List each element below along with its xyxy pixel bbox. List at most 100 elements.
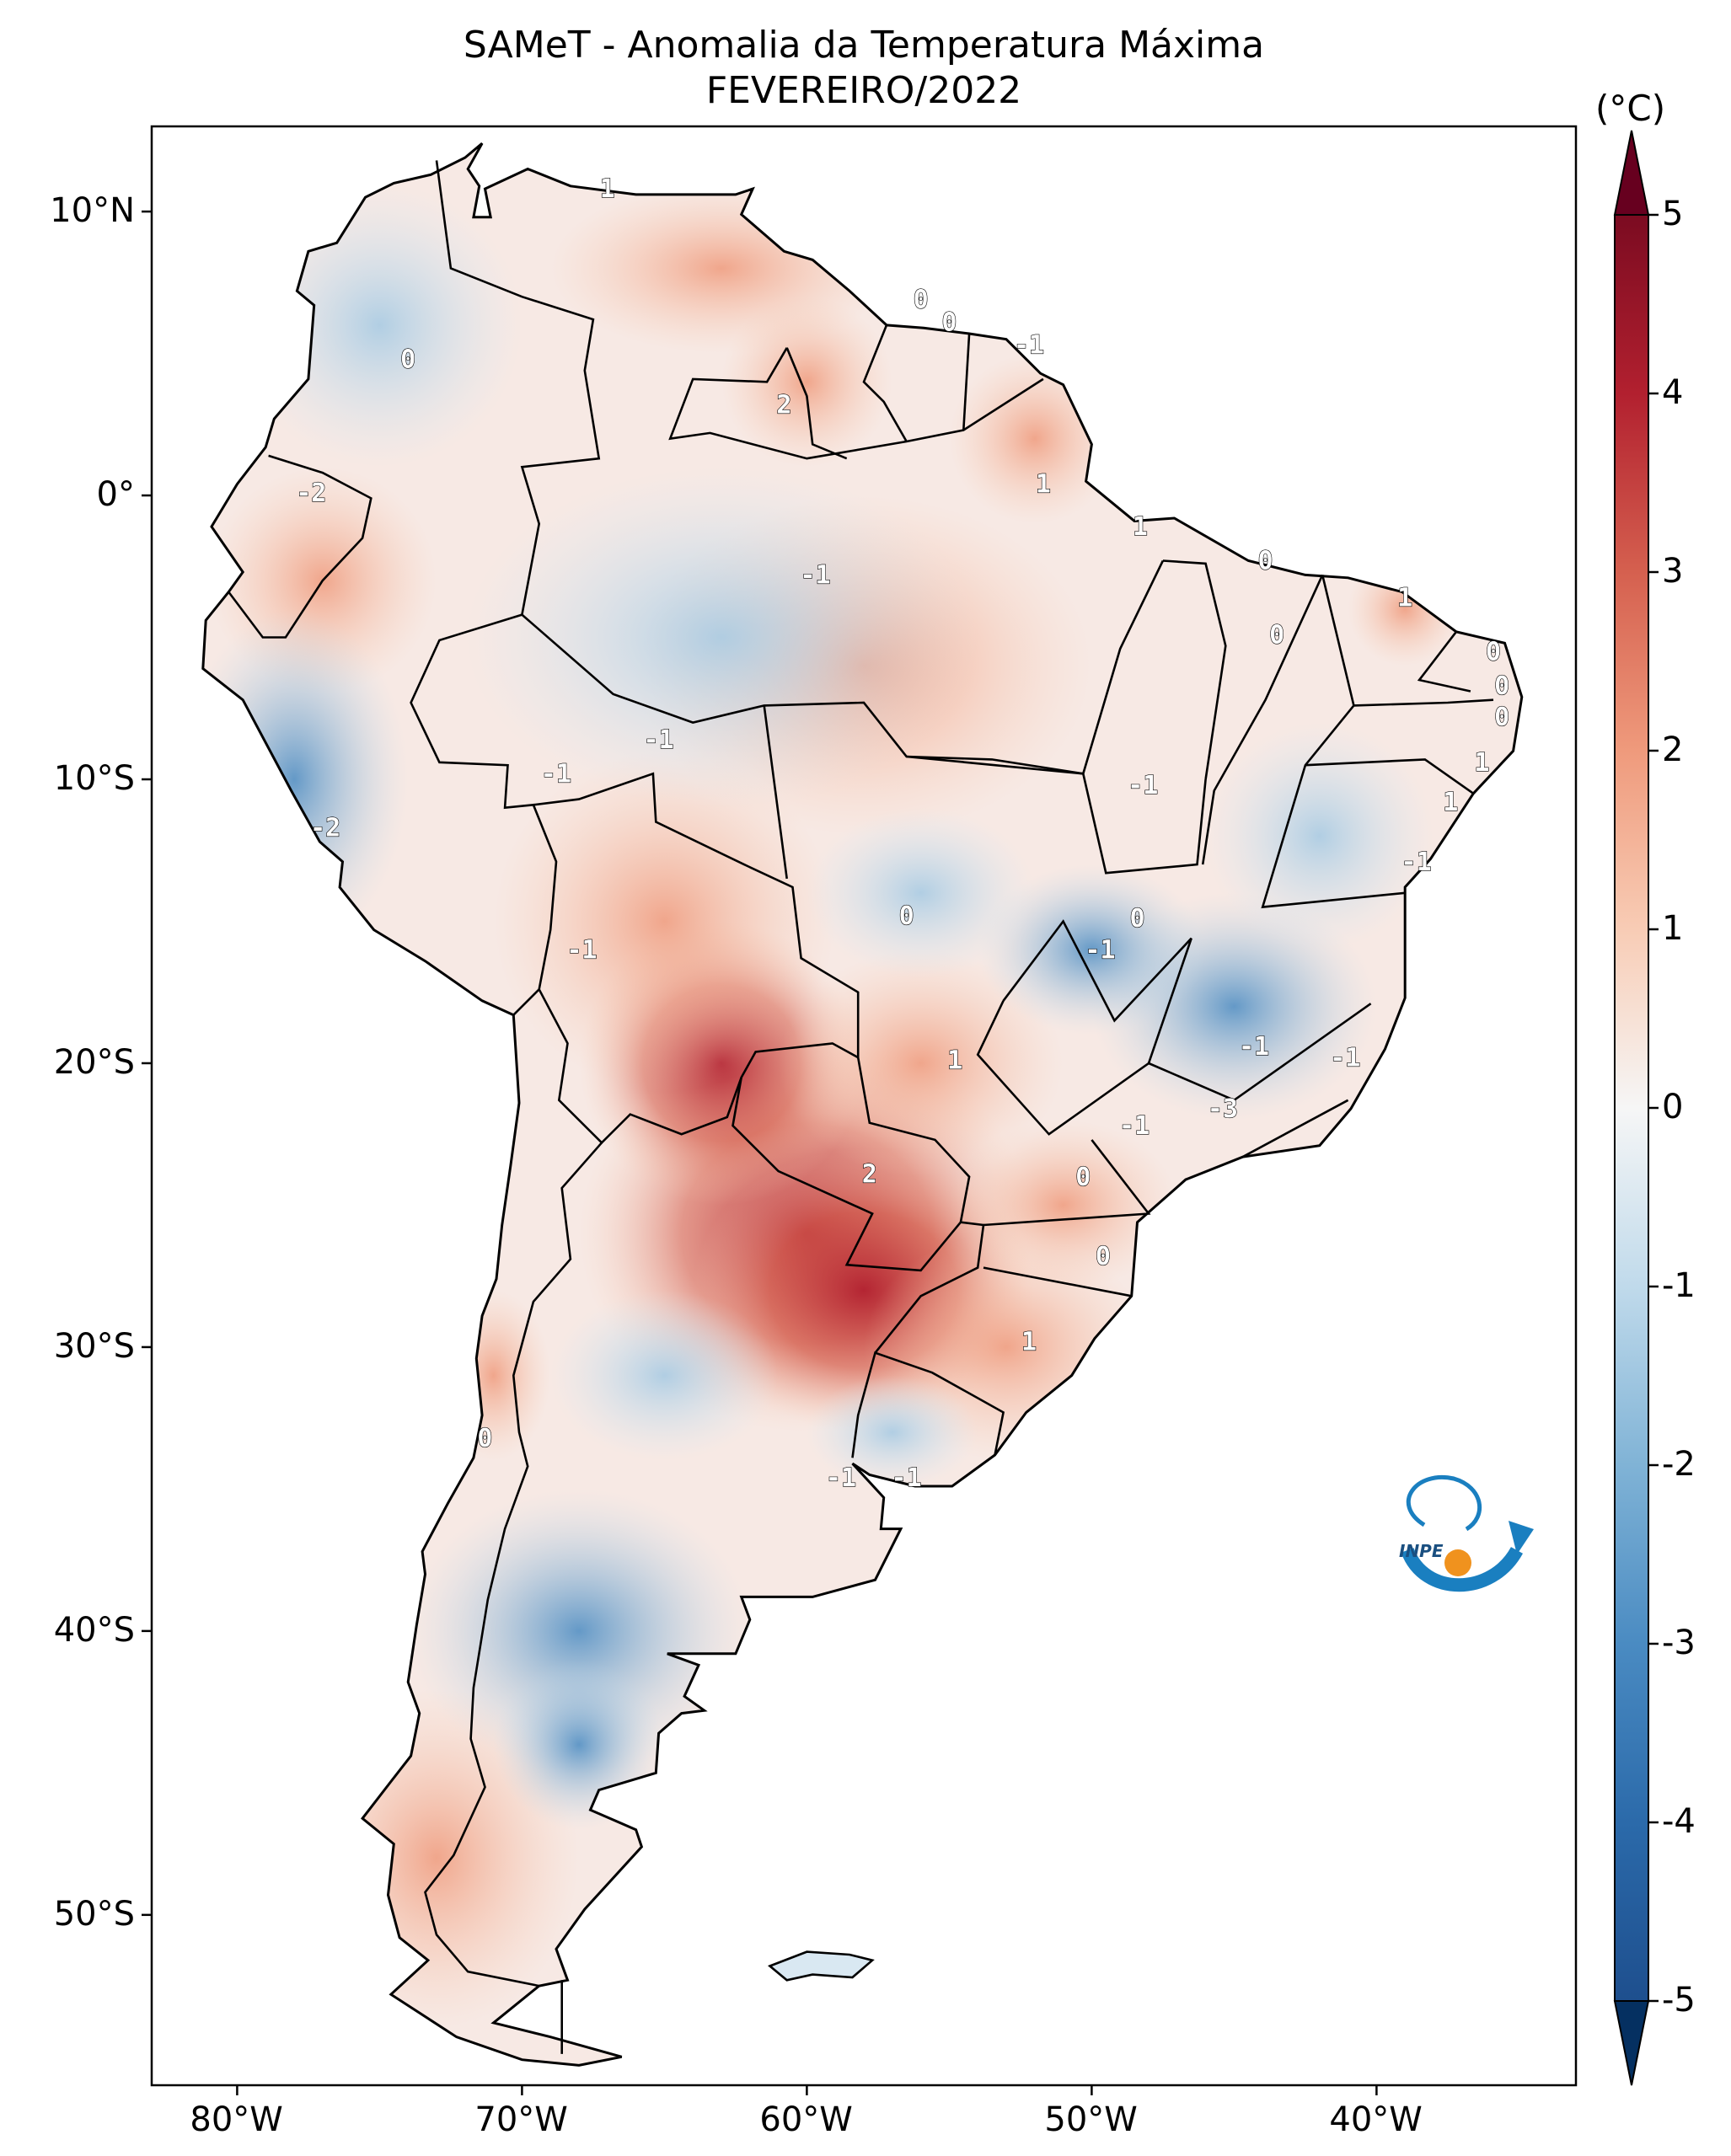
colorbar-tick-label: -1 bbox=[1662, 1266, 1696, 1305]
contour-label: -1 bbox=[1239, 1032, 1269, 1062]
colorbar-tick-label: -4 bbox=[1662, 1802, 1696, 1841]
border-line bbox=[976, 919, 1192, 1136]
contour-label: 2 bbox=[862, 1159, 877, 1189]
border-line bbox=[983, 1139, 1151, 1227]
lat-label: 40°S bbox=[53, 1610, 135, 1650]
map-subtitle: FEVEREIRO/2022 bbox=[705, 69, 1022, 112]
contour-label: 0 bbox=[1096, 1242, 1111, 1271]
contour-label: -1 bbox=[826, 1463, 856, 1493]
contour-label: 1 bbox=[1397, 583, 1412, 613]
border-line bbox=[668, 347, 1044, 460]
contour-label: 0 bbox=[1486, 637, 1501, 666]
border-line bbox=[1082, 773, 1207, 875]
contour-label: -1 bbox=[892, 1463, 922, 1493]
contour-label: 0 bbox=[1258, 547, 1273, 576]
lat-label: 10°S bbox=[53, 759, 135, 798]
anomaly-blob bbox=[493, 751, 836, 1092]
contour-label: 0 bbox=[1494, 671, 1509, 701]
lon-label: 40°W bbox=[1329, 2100, 1423, 2139]
colorbar-unit: (°C) bbox=[1595, 88, 1666, 129]
colorbar-tick-label: 4 bbox=[1662, 373, 1684, 412]
border-line bbox=[862, 324, 908, 442]
contour-label: 1 bbox=[1036, 470, 1051, 500]
map-frame bbox=[150, 125, 1578, 2087]
contour-label: -1 bbox=[1128, 771, 1158, 800]
lon-label: 80°W bbox=[190, 2100, 283, 2139]
contour-label: 2 bbox=[776, 390, 791, 420]
contour-label: 1 bbox=[1133, 512, 1148, 542]
contour-label: -1 bbox=[566, 935, 597, 965]
anomaly-blob bbox=[437, 1290, 551, 1461]
border-line bbox=[521, 559, 1165, 775]
lon-label: 70°W bbox=[474, 2100, 568, 2139]
border-line bbox=[1353, 698, 1494, 707]
contour-label: -1 bbox=[800, 561, 830, 591]
contour-label: 1 bbox=[1474, 748, 1489, 778]
colorbar-tick-label: -3 bbox=[1662, 1624, 1696, 1662]
border-line bbox=[874, 1221, 985, 1354]
axis-ticks bbox=[142, 210, 1378, 2095]
contour-label: -3 bbox=[1208, 1094, 1238, 1124]
border-line bbox=[1148, 1003, 1372, 1102]
political-borders bbox=[228, 160, 1494, 2054]
contour-label: -1 bbox=[1085, 935, 1115, 965]
lon-label: 50°W bbox=[1044, 2100, 1138, 2139]
contour-label: -1 bbox=[644, 725, 674, 755]
anomaly-blob bbox=[721, 297, 892, 468]
contour-label: -1 bbox=[1014, 331, 1044, 361]
border-line bbox=[424, 1142, 603, 1987]
lat-label: 50°S bbox=[53, 1894, 135, 1934]
contour-label: 0 bbox=[899, 901, 914, 931]
anomaly-blob bbox=[464, 467, 978, 808]
contour-label: 0 bbox=[1075, 1163, 1091, 1192]
colorbar-tick-label: 0 bbox=[1662, 1088, 1684, 1126]
anomaly-blob bbox=[978, 864, 1206, 1035]
border-line bbox=[1201, 574, 1324, 865]
border-line bbox=[1162, 559, 1227, 780]
contour-label: -2 bbox=[310, 813, 340, 843]
anomaly-blob bbox=[202, 608, 409, 950]
colorbar-tick-label: 1 bbox=[1662, 909, 1684, 948]
contour-label: 0 bbox=[477, 1424, 492, 1453]
contour-label: 0 bbox=[1494, 703, 1509, 732]
border-line bbox=[1417, 631, 1471, 693]
border-line bbox=[732, 1057, 971, 1272]
falkland-islands bbox=[767, 1950, 875, 1982]
border-line bbox=[228, 454, 372, 639]
border-line bbox=[1241, 1099, 1349, 1158]
anomaly-blob bbox=[778, 950, 1064, 1177]
border-line bbox=[763, 705, 788, 880]
lat-label: 20°S bbox=[53, 1042, 135, 1082]
lat-label: 0° bbox=[96, 475, 135, 515]
colorbar-tick-label: 3 bbox=[1662, 552, 1684, 591]
colorbar-tick-label: -5 bbox=[1662, 1981, 1696, 2020]
border-line bbox=[785, 347, 848, 460]
colorbar bbox=[1613, 130, 1659, 2086]
lat-label: 10°N bbox=[50, 191, 135, 231]
anomaly-field-layer bbox=[202, 183, 1462, 2029]
anomaly-blob bbox=[237, 183, 523, 468]
border-line bbox=[1305, 758, 1475, 794]
contour-label: 1 bbox=[600, 174, 615, 204]
border-line bbox=[435, 160, 601, 615]
contour-label: 0 bbox=[1129, 904, 1144, 934]
contour-label: 1 bbox=[947, 1046, 962, 1076]
contour-label: -1 bbox=[1330, 1043, 1360, 1073]
map-title: SAMeT - Anomalia da Temperatura Máxima bbox=[463, 24, 1265, 67]
border-line bbox=[983, 1266, 1132, 1297]
contour-label: -1 bbox=[541, 759, 571, 789]
contour-label: 1 bbox=[1443, 788, 1458, 817]
coastline bbox=[201, 142, 1524, 2067]
contour-label: 0 bbox=[400, 345, 415, 374]
anomaly-blob bbox=[807, 1375, 978, 1490]
border-line bbox=[962, 333, 971, 431]
lat-label: 30°S bbox=[53, 1326, 135, 1366]
inpe-logo: INPE bbox=[1399, 1475, 1534, 1592]
contour-label: -1 bbox=[1401, 848, 1432, 877]
contour-label: 0 bbox=[941, 308, 957, 338]
border-line bbox=[851, 1351, 1005, 1458]
contour-label: -2 bbox=[296, 479, 326, 508]
anomaly-blob bbox=[493, 1659, 665, 1830]
